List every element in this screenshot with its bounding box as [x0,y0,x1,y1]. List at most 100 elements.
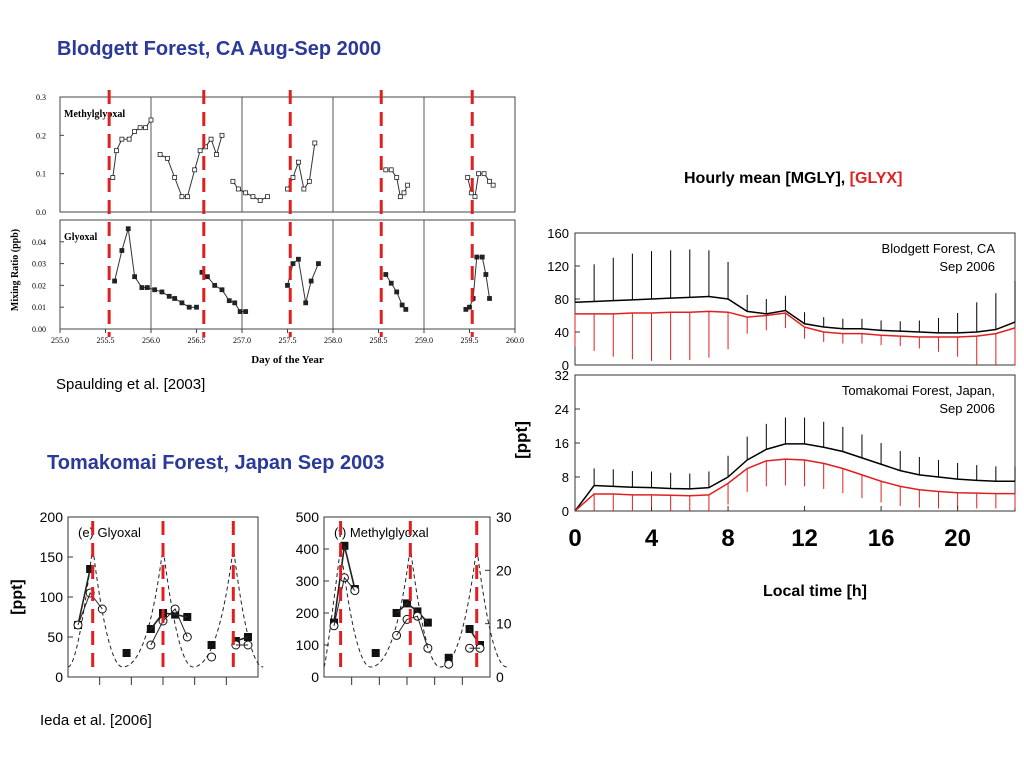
y-axis-label: Mixing Ratio (ppb) [10,229,21,311]
data-point [205,274,210,280]
data-point [479,254,485,260]
open-marker [444,659,454,669]
hourly-title: Hourly mean [MGLY], [GLYX] [684,170,902,188]
open-marker [423,643,433,653]
x-tick-label: 258.5 [370,336,388,345]
y-tick-label: 80 [555,292,569,307]
filled-marker [122,649,131,657]
filled-marker [444,653,453,662]
tomakomai-title: Tomakomai Forest, Japan Sep 2003 [47,452,385,474]
data-point [126,136,132,142]
data-point [290,261,296,267]
data-point [172,175,178,180]
data-point [397,194,403,200]
data-point [483,272,489,277]
data-point [388,280,394,286]
x-tick-label: 16 [868,525,895,552]
glyx-line [575,310,1016,338]
data-point [132,129,138,134]
x-tick-label: 12 [791,525,818,552]
y-tick-label: 200 [296,605,320,621]
data-point [197,148,203,154]
data-point [394,175,400,180]
data-point [399,302,405,308]
data-point [232,300,238,306]
x-tick-label: 259.0 [415,336,433,345]
data-point [159,289,165,295]
x-tick-label: 256.5 [188,336,206,345]
data-point [296,256,301,262]
data-point [237,309,243,314]
y-tick-label: 150 [40,549,64,565]
ieda-citation: Ieda et al. [2006] [40,712,152,729]
panel-label: (f) Methylglyoxal [334,525,429,540]
y-tick-label: 100 [296,637,320,653]
data-point [472,194,478,200]
x-tick-label: 255.5 [97,336,115,345]
y-tick-label: 0 [311,669,319,685]
series-line [150,608,188,646]
data-point [132,274,138,280]
y-tick-label: 0.00 [32,325,46,334]
data-point [144,285,150,290]
x-tick-label: 259.5 [461,336,479,345]
data-point [405,182,411,188]
y-axis-label: [ppt] [512,421,531,459]
series-line [468,628,481,646]
y-tick-label: 0 [55,669,63,685]
series-line [287,258,319,303]
series-line [150,612,188,630]
x-tick-label: 255.0 [51,336,69,345]
x-tick-label: 0 [568,525,581,552]
panel-label: (e) Glyoxal [78,525,141,540]
data-point [308,278,314,284]
panel-frame [59,219,516,330]
data-point [192,167,198,173]
y-tick-label: 0.0 [36,208,46,217]
data-point [219,132,225,138]
data-point [112,278,117,284]
data-point [110,175,116,180]
y-tick-label: 40 [555,325,569,340]
data-point [401,190,407,196]
data-point [290,175,296,180]
data-point [184,194,190,200]
y-tick-label: 0.02 [32,281,46,290]
data-point [296,159,301,165]
y-tick-label: 8 [562,470,569,485]
data-point [383,167,389,173]
y-tick-label-right: 0 [496,669,504,685]
site-label: Blodgett Forest, CA [882,241,996,256]
y-axis-label: [ppt] [9,579,26,615]
series-line [235,636,249,642]
y-tick-label: 200 [40,509,64,525]
data-point [139,285,145,290]
y-tick-label: 32 [555,368,569,383]
data-point [179,194,185,200]
period-label: Sep 2006 [939,401,995,416]
x-tick-label: 256.0 [142,336,160,345]
data-point [243,190,249,196]
hourly-title-mgly: Hourly mean [MGLY], [684,170,846,187]
spaulding-citation: Spaulding et al. [2003] [56,376,206,393]
open-marker [392,630,402,640]
panel-frame [323,516,491,678]
site-label: Tomakomai Forest, Japan, [842,383,995,398]
data-point [312,140,318,146]
y-tick-label: 0.03 [32,260,46,269]
x-tick-label: 20 [944,525,971,552]
y-tick-label: 400 [296,541,320,557]
open-marker [207,652,217,662]
y-tick-label: 0 [562,504,569,519]
x-axis-label: Day of the Year [251,354,324,366]
data-point [152,287,158,293]
data-point [219,287,225,293]
filled-marker [371,649,380,657]
data-point [303,300,309,306]
data-point [166,293,172,299]
series-line [465,256,491,310]
mgly-line [574,443,1015,512]
x-axis-label: Local time [h] [763,583,867,600]
x-tick-label: 4 [645,525,659,552]
x-tick-label: 257.0 [233,336,251,345]
